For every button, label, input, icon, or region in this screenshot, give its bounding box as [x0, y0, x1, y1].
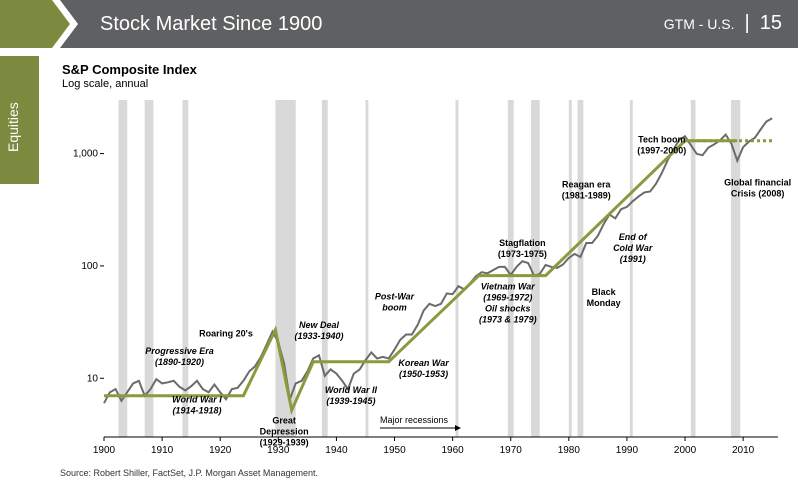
annotation: End of Cold War (1991) — [613, 232, 653, 264]
recession-band — [118, 100, 128, 437]
annotation: Progressive Era (1890-1920) — [145, 346, 214, 367]
recession-band — [690, 100, 696, 437]
annotation: Black Monday — [587, 287, 621, 308]
annotation: Korean War (1950-1953) — [398, 358, 449, 379]
x-tick-label: 1980 — [558, 445, 581, 456]
header-bar: Stock Market Since 1900 GTM - U.S. | 15 — [0, 0, 798, 48]
page-number: 15 — [759, 12, 782, 34]
x-tick-label: 2000 — [674, 445, 697, 456]
annotations: Progressive Era (1890-1920) Roaring 20's Wo… — [145, 135, 791, 448]
annotation: Global financial Crisis (2008) — [724, 177, 791, 198]
x-ticks: 1900 1910 1920 1930 1940 1950 1960 1970 1980 1990… — [93, 437, 755, 456]
recessions-label: Major recessions — [380, 415, 449, 425]
annotation: Reagan era (1981-1989) — [562, 179, 612, 200]
header-meta: GTM - U.S. | 15 — [664, 12, 782, 35]
recession-band — [629, 100, 633, 437]
recessions-arrowhead — [455, 425, 461, 431]
y-tick-label: 10 — [87, 373, 99, 384]
y-tick-label: 1,000 — [73, 149, 98, 160]
header-band — [0, 0, 798, 48]
recession-bands — [118, 100, 741, 437]
annotation: Tech boom (1997-2000) — [637, 135, 686, 156]
annotation: World War II (1939-1945) — [325, 385, 378, 406]
annotation: Roaring 20's — [199, 329, 253, 339]
x-tick-label: 1940 — [325, 445, 348, 456]
header-chevron-accent — [0, 0, 70, 48]
x-tick-label: 1990 — [616, 445, 639, 456]
x-tick-label: 1910 — [151, 445, 174, 456]
chart-subtitle: Log scale, annual — [62, 78, 148, 90]
recession-band — [275, 100, 296, 437]
recessions-legend: Major recessions — [380, 415, 461, 431]
recession-band — [455, 100, 459, 437]
trend-lines — [104, 139, 773, 416]
annotation: New Deal (1933-1940) — [294, 320, 343, 341]
recession-band — [144, 100, 154, 437]
recession-band — [507, 100, 514, 437]
annotation: Great Depression (1929-1939) — [260, 416, 309, 448]
recession-band — [577, 100, 584, 437]
x-tick-label: 1950 — [383, 445, 406, 456]
x-tick-label: 2010 — [732, 445, 755, 456]
page-title: Stock Market Since 1900 — [100, 13, 323, 35]
x-tick-label: 1960 — [441, 445, 464, 456]
header-graphic — [0, 0, 798, 48]
recession-band — [568, 100, 572, 437]
recession-band — [730, 100, 741, 437]
chart-title: S&P Composite Index — [62, 62, 198, 77]
recession-band — [365, 100, 369, 437]
recession-band — [321, 100, 328, 437]
y-ticks: 10 100 1,000 — [73, 149, 104, 384]
x-tick-label: 1930 — [267, 445, 290, 456]
recession-band — [182, 100, 189, 437]
annotation: Vietnam War (1969-1972) Oil shocks (1973 & … — [479, 281, 537, 324]
annotation: World War I (1914-1918) — [172, 394, 222, 415]
trend-line — [104, 139, 738, 416]
x-tick-label: 1920 — [209, 445, 232, 456]
section-label: GTM - U.S. — [663, 15, 735, 32]
x-tick-label: 1900 — [93, 445, 116, 456]
sp-composite-line — [103, 117, 773, 404]
side-tab-label: Equities — [5, 102, 21, 152]
y-tick-label: 100 — [81, 261, 98, 272]
recession-band — [531, 100, 540, 437]
header-separator: | — [744, 12, 750, 34]
annotation: Stagflation (1973-1975) — [498, 238, 547, 259]
side-tab-equities[interactable]: Equities — [0, 56, 39, 184]
annotation: Post-War boom — [375, 292, 415, 313]
source-note: Source: Robert Shiller, FactSet, J.P. Mo… — [60, 468, 318, 478]
x-tick-label: 1970 — [500, 445, 523, 456]
